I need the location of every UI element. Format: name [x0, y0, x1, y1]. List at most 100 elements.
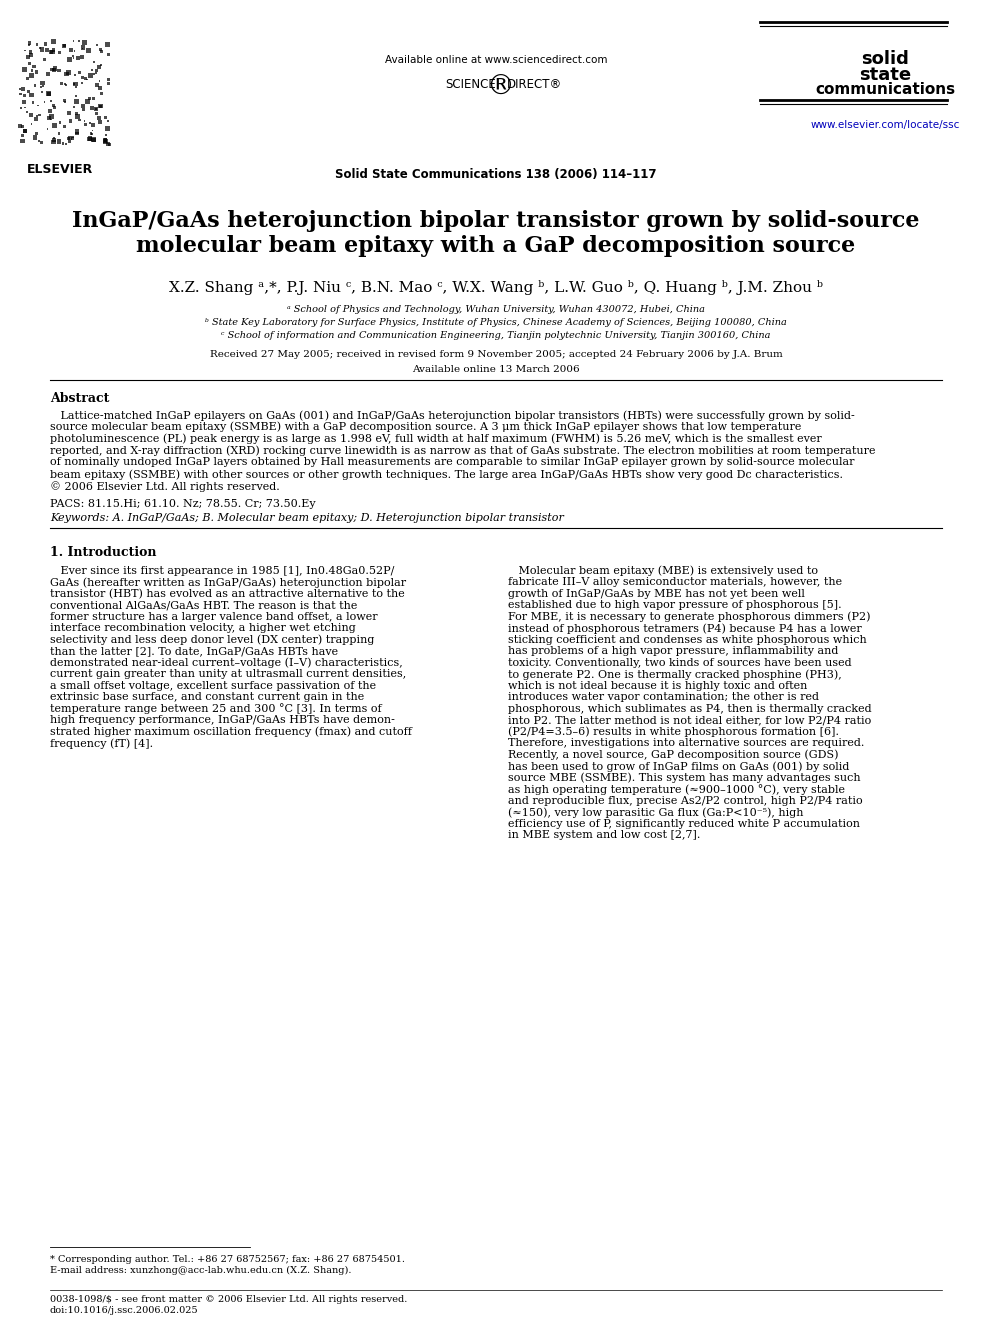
- Bar: [66, 70, 70, 74]
- Bar: [74, 111, 77, 115]
- Bar: [23, 128, 28, 134]
- Bar: [104, 115, 107, 119]
- Bar: [23, 130, 27, 132]
- Bar: [106, 142, 110, 146]
- Bar: [51, 50, 55, 54]
- Bar: [88, 97, 91, 101]
- Text: former structure has a larger valence band offset, a lower: former structure has a larger valence ba…: [50, 611, 378, 622]
- Bar: [85, 99, 90, 103]
- Bar: [30, 93, 34, 97]
- Bar: [98, 81, 100, 82]
- Bar: [64, 102, 65, 103]
- Bar: [23, 94, 26, 98]
- Bar: [41, 91, 44, 94]
- Bar: [21, 87, 25, 90]
- Text: E-mail address: xunzhong@acc-lab.whu.edu.cn (X.Z. Shang).: E-mail address: xunzhong@acc-lab.whu.edu…: [50, 1266, 351, 1275]
- Bar: [27, 78, 29, 79]
- Bar: [74, 74, 75, 75]
- Bar: [107, 82, 110, 85]
- Bar: [29, 53, 33, 57]
- Bar: [63, 126, 66, 128]
- Bar: [38, 140, 40, 142]
- Text: X.Z. Shang ᵃ,*, P.J. Niu ᶜ, B.N. Mao ᶜ, W.X. Wang ᵇ, L.W. Guo ᵇ, Q. Huang ᵇ, J.M: X.Z. Shang ᵃ,*, P.J. Niu ᶜ, B.N. Mao ᶜ, …: [169, 280, 823, 295]
- Bar: [50, 101, 52, 102]
- Bar: [105, 126, 110, 131]
- Bar: [80, 103, 85, 108]
- Bar: [47, 91, 51, 95]
- Bar: [63, 83, 66, 85]
- Text: photoluminescence (PL) peak energy is as large as 1.998 eV, full width at half m: photoluminescence (PL) peak energy is as…: [50, 434, 821, 445]
- Bar: [70, 138, 74, 140]
- Bar: [75, 131, 78, 135]
- Bar: [31, 69, 34, 71]
- Bar: [96, 44, 97, 45]
- Bar: [20, 139, 25, 143]
- Bar: [67, 111, 71, 115]
- Bar: [91, 138, 96, 142]
- Text: Abstract: Abstract: [50, 392, 109, 405]
- Bar: [63, 44, 65, 46]
- Bar: [73, 106, 75, 107]
- Text: * Corresponding author. Tel.: +86 27 68752567; fax: +86 27 68754501.: * Corresponding author. Tel.: +86 27 687…: [50, 1256, 405, 1263]
- Text: state: state: [859, 66, 911, 83]
- Text: frequency (fT) [4].: frequency (fT) [4].: [50, 738, 153, 749]
- Text: high frequency performance, InGaP/GaAs HBTs have demon-: high frequency performance, InGaP/GaAs H…: [50, 716, 395, 725]
- Bar: [103, 138, 107, 142]
- Text: has been used to grow of InGaP films on GaAs (001) by solid: has been used to grow of InGaP films on …: [508, 761, 849, 771]
- Text: InGaP/GaAs heterojunction bipolar transistor grown by solid-source: InGaP/GaAs heterojunction bipolar transi…: [72, 210, 920, 232]
- Bar: [43, 58, 46, 61]
- Bar: [94, 107, 98, 111]
- Bar: [100, 93, 103, 95]
- Bar: [34, 116, 39, 120]
- Bar: [102, 138, 107, 143]
- Bar: [29, 44, 30, 46]
- Bar: [95, 112, 98, 115]
- Bar: [53, 66, 58, 70]
- Text: (≈150), very low parasitic Ga flux (Ga:P<10⁻⁵), high: (≈150), very low parasitic Ga flux (Ga:P…: [508, 807, 804, 818]
- Text: For MBE, it is necessary to generate phosphorous dimmers (P2): For MBE, it is necessary to generate pho…: [508, 611, 871, 622]
- Bar: [53, 138, 55, 139]
- Bar: [60, 122, 62, 123]
- Bar: [77, 40, 79, 41]
- Bar: [68, 136, 72, 140]
- Bar: [91, 69, 93, 70]
- Bar: [67, 57, 72, 62]
- Text: than the latter [2]. To date, InGaP/GaAs HBTs have: than the latter [2]. To date, InGaP/GaAs…: [50, 646, 338, 656]
- Bar: [86, 49, 90, 53]
- Bar: [107, 53, 110, 57]
- Text: a small offset voltage, excellent surface passivation of the: a small offset voltage, excellent surfac…: [50, 680, 376, 691]
- Text: interface recombination velocity, a higher wet etching: interface recombination velocity, a high…: [50, 623, 356, 634]
- Bar: [44, 42, 48, 46]
- Bar: [98, 105, 102, 108]
- Bar: [22, 124, 24, 128]
- Bar: [91, 97, 95, 101]
- Bar: [28, 41, 32, 45]
- Bar: [71, 56, 74, 57]
- Bar: [38, 114, 41, 116]
- Bar: [108, 143, 111, 147]
- Bar: [95, 70, 97, 73]
- Text: reported, and X-ray diffraction (XRD) rocking curve linewidth is as narrow as th: reported, and X-ray diffraction (XRD) ro…: [50, 446, 876, 456]
- Bar: [27, 90, 30, 93]
- Bar: [62, 45, 65, 48]
- Text: PACS: 81.15.Hi; 61.10. Nz; 78.55. Cr; 73.50.Ey: PACS: 81.15.Hi; 61.10. Nz; 78.55. Cr; 73…: [50, 499, 315, 508]
- Text: into P2. The latter method is not ideal either, for low P2/P4 ratio: into P2. The latter method is not ideal …: [508, 716, 871, 725]
- Bar: [81, 48, 83, 49]
- Bar: [97, 65, 101, 69]
- Bar: [93, 73, 95, 75]
- Text: transistor (HBT) has evolved as an attractive alternative to the: transistor (HBT) has evolved as an attra…: [50, 589, 405, 599]
- Bar: [27, 111, 28, 112]
- Bar: [46, 73, 50, 77]
- Bar: [99, 48, 102, 50]
- Bar: [104, 134, 107, 136]
- Bar: [34, 85, 37, 87]
- Bar: [48, 116, 51, 120]
- Bar: [90, 106, 94, 110]
- Text: extrinsic base surface, and constant current gain in the: extrinsic base surface, and constant cur…: [50, 692, 364, 703]
- Bar: [99, 105, 102, 107]
- Bar: [39, 46, 41, 49]
- Bar: [83, 77, 87, 81]
- Bar: [83, 120, 85, 122]
- Bar: [63, 99, 66, 102]
- Text: ®: ®: [486, 73, 514, 101]
